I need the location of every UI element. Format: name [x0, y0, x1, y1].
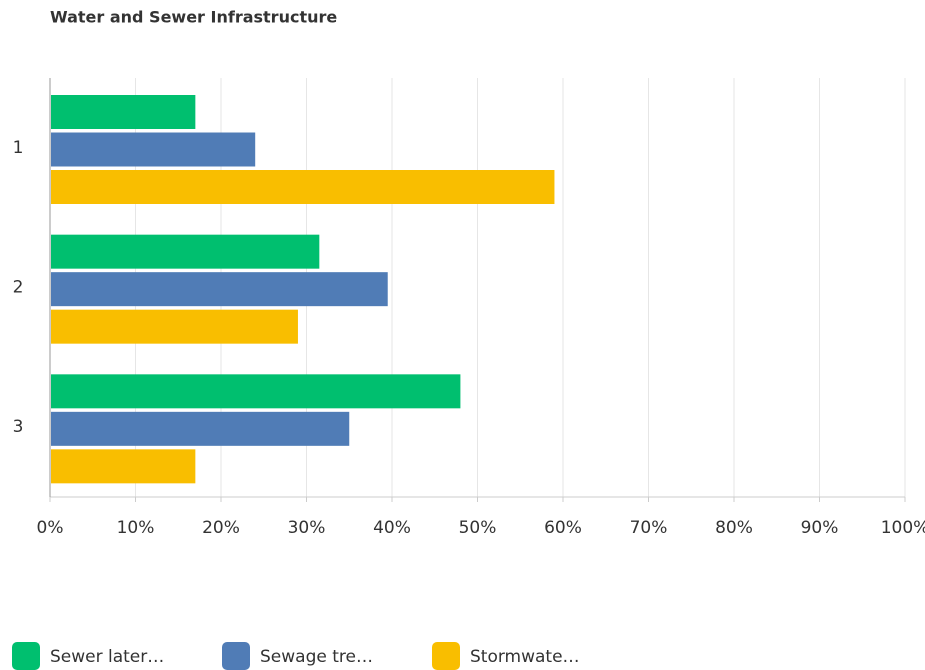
x-tick-label: 70%: [630, 518, 668, 538]
x-tick-label: 40%: [373, 518, 411, 538]
bar: [51, 374, 461, 409]
bar: [51, 309, 298, 344]
legend-swatch: [222, 642, 250, 670]
legend-label: Sewer later…: [50, 647, 164, 667]
x-tick-label: 50%: [459, 518, 497, 538]
x-tick-label: 0%: [37, 518, 64, 538]
x-tick-label: 10%: [117, 518, 155, 538]
y-tick-label: 1: [13, 138, 24, 158]
bar: [51, 234, 320, 269]
bar: [51, 132, 256, 167]
x-tick-label: 80%: [715, 518, 753, 538]
x-tick-label: 100%: [881, 518, 925, 538]
bar: [51, 272, 388, 307]
y-tick-label: 3: [13, 417, 24, 437]
x-tick-label: 20%: [202, 518, 240, 538]
y-tick-label: 2: [13, 278, 24, 298]
bar: [51, 411, 350, 446]
legend-swatch: [12, 642, 40, 670]
bar: [51, 449, 196, 484]
x-tick-label: 90%: [801, 518, 839, 538]
legend-label: Sewage tre…: [260, 647, 373, 667]
chart-title: Water and Sewer Infrastructure: [50, 8, 337, 27]
bar: [51, 95, 196, 129]
legend-swatch: [432, 642, 460, 670]
x-tick-label: 60%: [544, 518, 582, 538]
legend-label: Stormwate…: [470, 647, 580, 667]
bar: [51, 170, 555, 204]
x-tick-label: 30%: [288, 518, 326, 538]
